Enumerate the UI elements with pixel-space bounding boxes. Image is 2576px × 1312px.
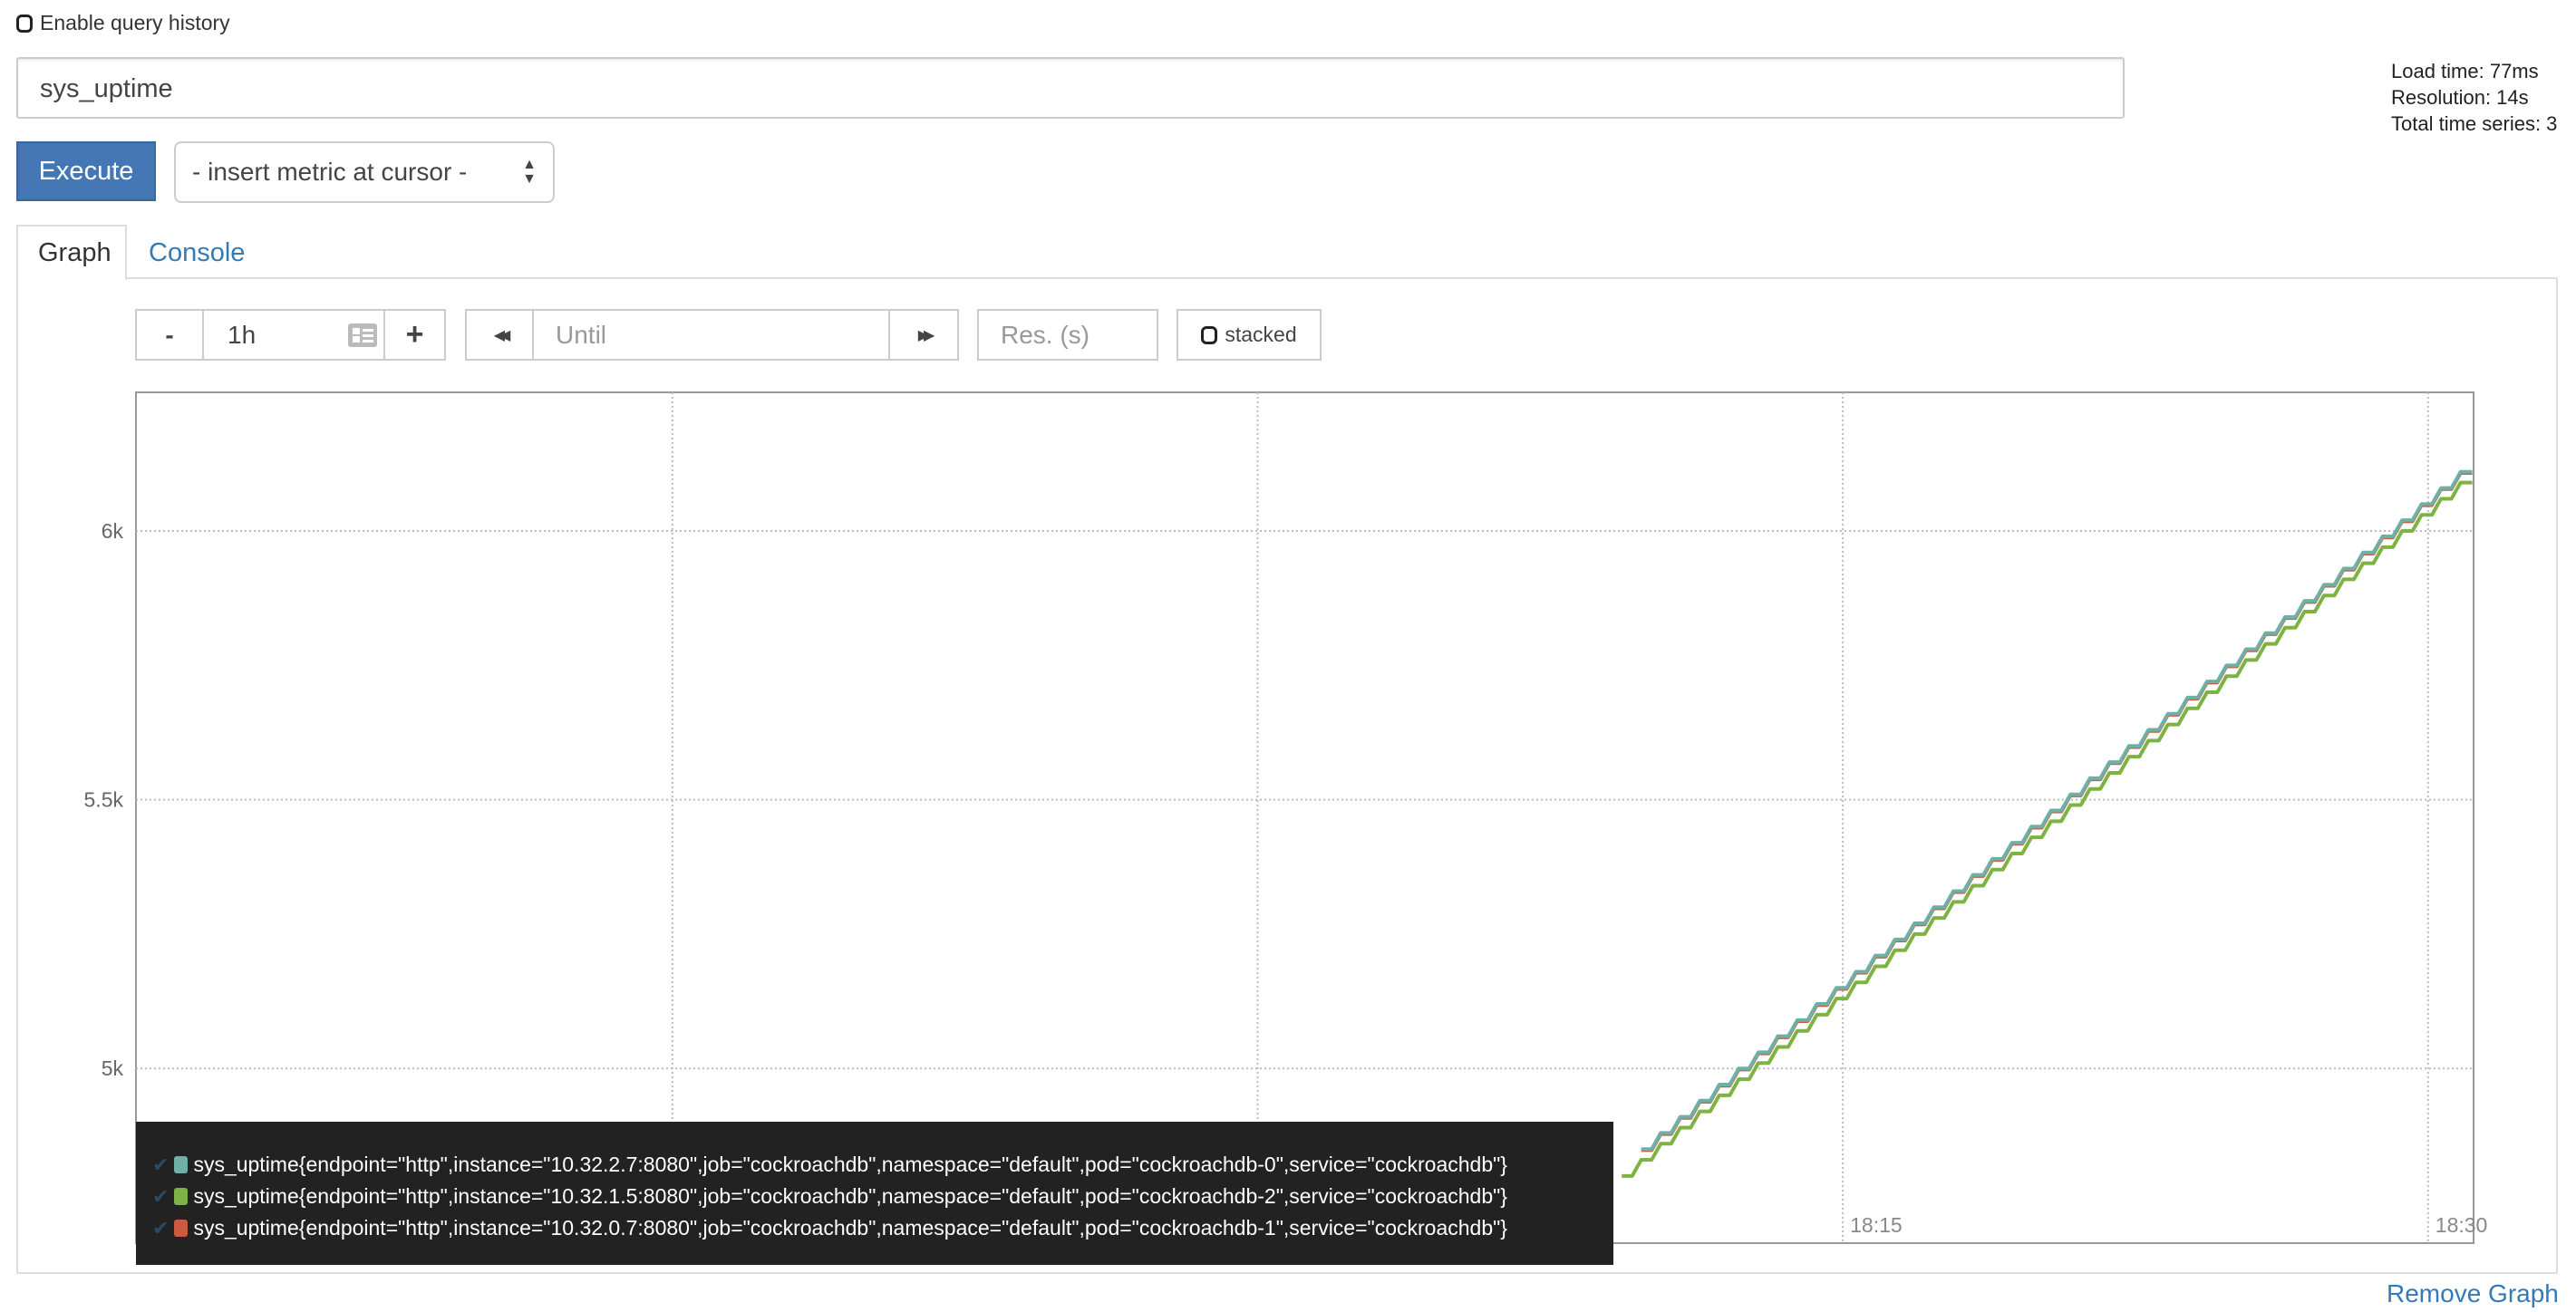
resolution-input[interactable]: Res. (s) bbox=[1001, 320, 1089, 349]
range-value: 1h bbox=[228, 320, 257, 349]
enable-query-history-label: Enable query history bbox=[40, 11, 230, 34]
series-label: sys_uptime{endpoint="http",instance="10.… bbox=[193, 1184, 1507, 1208]
series-color-swatch bbox=[174, 1220, 189, 1237]
back-button[interactable]: ◀◀ bbox=[467, 311, 534, 359]
x-tick-label: 18:30 bbox=[2436, 1213, 2488, 1237]
tab-console[interactable]: Console bbox=[149, 237, 246, 267]
legend-item[interactable]: ✔ sys_uptime{endpoint="http",instance="10… bbox=[152, 1212, 1597, 1244]
select-arrows-icon: ▲ ▼ bbox=[522, 157, 537, 187]
series-color-swatch bbox=[174, 1156, 189, 1173]
graph-legend: ✔ sys_uptime{endpoint="http",instance="10… bbox=[136, 1122, 1613, 1265]
y-tick-label: 5.5k bbox=[84, 788, 124, 812]
range-control: - 1h + bbox=[135, 309, 446, 361]
graph-panel bbox=[16, 277, 2558, 1274]
plot-frame bbox=[135, 391, 2474, 1244]
enable-query-history-checkbox[interactable]: Enable query history bbox=[16, 11, 230, 35]
decrease-range-button[interactable]: - bbox=[137, 311, 204, 359]
check-icon[interactable]: ✔ bbox=[152, 1153, 169, 1176]
total-time-series: Total time series: 3 bbox=[2391, 112, 2558, 135]
query-stats: Load time: 77ms Resolution: 14s Total ti… bbox=[2391, 58, 2557, 137]
checkbox-icon[interactable] bbox=[16, 14, 33, 33]
remove-graph-link[interactable]: Remove Graph bbox=[2387, 1279, 2559, 1307]
check-icon[interactable]: ✔ bbox=[152, 1184, 169, 1208]
y-tick-label: 6k bbox=[102, 519, 124, 543]
forward-button[interactable]: ▶▶ bbox=[890, 311, 957, 359]
resolution: Resolution: 14s bbox=[2391, 86, 2529, 109]
stacked-label: stacked bbox=[1225, 323, 1297, 346]
checkbox-icon[interactable] bbox=[1201, 325, 1218, 344]
expression-input[interactable]: sys_uptime bbox=[16, 57, 2125, 119]
tab-graph[interactable]: Graph bbox=[16, 225, 127, 281]
legend-item[interactable]: ✔ sys_uptime{endpoint="http",instance="10… bbox=[152, 1181, 1597, 1212]
resolution-control: Res. (s) bbox=[977, 309, 1158, 361]
series-color-swatch bbox=[174, 1188, 189, 1205]
until-input[interactable]: Until bbox=[534, 311, 890, 359]
execute-button[interactable]: Execute bbox=[16, 141, 156, 201]
y-tick-label: 5k bbox=[102, 1056, 124, 1080]
range-input[interactable]: 1h bbox=[204, 311, 385, 359]
load-time: Load time: 77ms bbox=[2391, 60, 2539, 82]
range-picker-icon[interactable] bbox=[347, 323, 378, 348]
series-label: sys_uptime{endpoint="http",instance="10.… bbox=[193, 1153, 1507, 1176]
legend-item[interactable]: ✔ sys_uptime{endpoint="http",instance="10… bbox=[152, 1149, 1597, 1181]
insert-metric-select[interactable]: - insert metric at cursor - ▲ ▼ bbox=[174, 141, 555, 203]
tab-bar: Graph Console bbox=[16, 225, 2558, 281]
end-time-control: ◀◀ Until ▶▶ bbox=[465, 309, 959, 361]
series-line bbox=[1641, 469, 2473, 1152]
increase-range-button[interactable]: + bbox=[405, 317, 424, 352]
insert-metric-selected: - insert metric at cursor - bbox=[192, 158, 468, 186]
series-line bbox=[1622, 480, 2473, 1178]
stacked-toggle[interactable]: stacked bbox=[1177, 309, 1322, 361]
x-tick-label: 18:15 bbox=[1850, 1213, 1903, 1237]
series-label: sys_uptime{endpoint="http",instance="10.… bbox=[193, 1216, 1507, 1240]
check-icon[interactable]: ✔ bbox=[152, 1216, 169, 1240]
